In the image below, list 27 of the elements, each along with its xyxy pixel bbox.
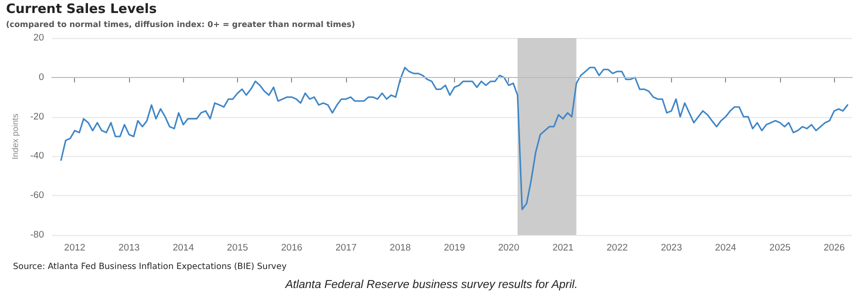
x-tick-label: 2013 [118, 242, 140, 254]
x-tick-label: 2020 [498, 242, 520, 254]
x-tick-label: 2017 [335, 242, 357, 254]
x-tick-label: 2022 [606, 242, 628, 254]
x-tick-label: 2016 [281, 242, 302, 254]
source-note: Source: Atlanta Fed Business Inflation Expectations (BIE) Survey [13, 262, 287, 272]
y-tick-label: -20 [30, 111, 44, 122]
x-tick-label: 2015 [226, 242, 248, 254]
x-tick-label: 2019 [444, 242, 466, 254]
chart-subtitle: (compared to normal times, diffusion index: 0+ = greater than normal times) [6, 20, 356, 29]
x-tick-label: 2025 [769, 242, 791, 254]
x-tick-label: 2014 [172, 242, 194, 254]
y-tick-label: -80 [30, 230, 44, 240]
x-tick-label: 2021 [552, 242, 574, 254]
x-tick-label: 2023 [660, 242, 682, 254]
x-tick-label: 2026 [824, 242, 845, 254]
y-axis-title: Index points [10, 114, 20, 160]
line-series [60, 66, 848, 210]
y-tick-label: -60 [30, 190, 44, 202]
x-tick-label: 2018 [390, 242, 411, 254]
x-tick-label: 2024 [715, 242, 736, 254]
y-tick-label: 20 [33, 32, 44, 44]
text: Atlanta Federal Reserve business survey results for April. [284, 279, 579, 291]
y-tick-label: -40 [30, 150, 44, 162]
y-tick-label: 0 [38, 72, 44, 83]
chart-title: Current Sales Levels [6, 2, 157, 17]
x-tick-label: 2012 [64, 242, 86, 254]
